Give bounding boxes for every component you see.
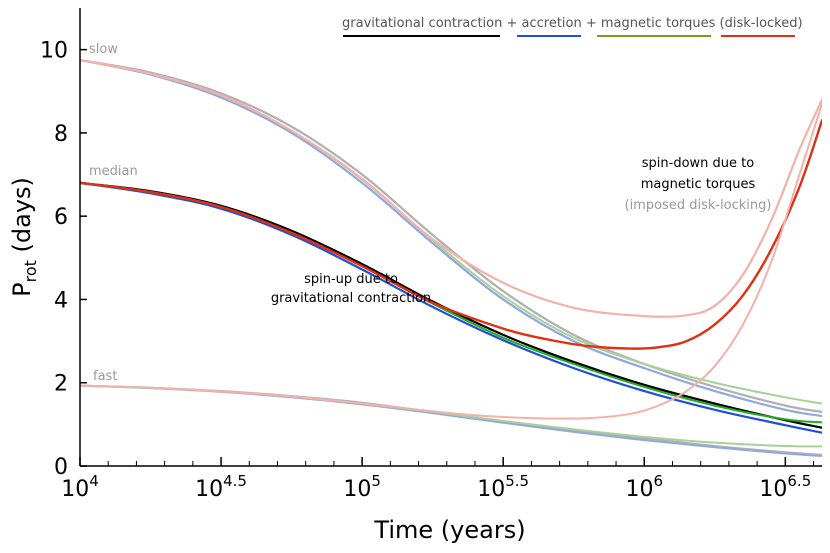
series-line-median-accretion [80,181,822,434]
x-tick-label: 106.5 [759,472,811,502]
y-tick-label: 8 [54,122,68,147]
legend-text: gravitational contraction + accretion + … [342,16,803,31]
series-line-slow-magnetic-torques [80,59,822,405]
x-axis-title: Time (years) [373,516,525,544]
series-line-fast-disk-locked [80,102,822,420]
annotation-spin-down-line3: (imposed disk-locking) [625,198,772,213]
x-tick-label: 106 [625,472,663,502]
x-tick-label: 105.5 [477,472,529,502]
y-tick-label: 6 [54,205,68,230]
y-tick-label: 10 [40,39,68,64]
y-axis-title-tail: (days) [8,177,36,260]
series-label-median: median [89,164,138,179]
series-line-slow-disk-locked [80,58,822,318]
annotation-spin-up-line2: gravitational contraction [271,291,431,306]
series-line-slow-accretion [80,58,822,418]
y-axis-title: Prot (days) [8,177,40,297]
y-tick-label: 4 [54,288,68,313]
y-axis-title-main: P [8,282,36,296]
series-line-slow-gravitational-contraction [80,58,822,413]
series-label-fast: fast [93,369,117,384]
series-label-slow: slow [89,42,118,57]
x-tick-label: 104.5 [195,472,247,502]
annotation-spin-up-line1: spin-up due to [304,272,398,287]
x-ticks: 104 104.5 105 105.5 106 106.5 [61,457,815,502]
x-tick-label: 105 [343,472,381,502]
series-line-median-disk-locked [80,119,822,350]
y-ticks: 0 2 4 6 8 10 [40,39,87,480]
y-tick-label: 2 [54,372,68,397]
series-line-fast-gravitational-contraction [80,384,822,456]
series-layer [80,58,822,458]
y-tick-label: 0 [54,455,68,480]
y-axis-title-sub: rot [21,260,40,282]
x-tick-label: 104 [61,472,99,502]
annotation-spin-down-line1: spin-down due to [642,156,754,171]
annotation-spin-down-line2: magnetic torques [641,177,756,192]
